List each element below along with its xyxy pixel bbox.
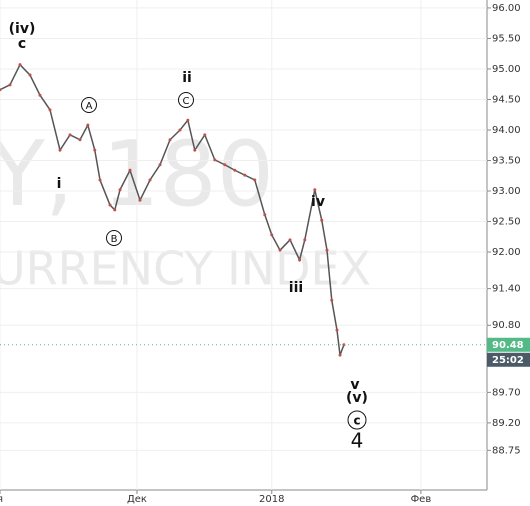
watermark: URRENCY INDEX <box>0 242 371 296</box>
wave-label: c <box>18 36 26 52</box>
price-point <box>8 83 12 87</box>
annotation-circle <box>347 410 367 430</box>
price-point <box>320 218 324 222</box>
price-point <box>278 248 282 252</box>
y-tick-label: 93.00 <box>492 186 521 197</box>
price-point <box>178 128 182 132</box>
price-point <box>128 168 132 172</box>
wave-label: c <box>353 414 360 428</box>
x-tick-label: я <box>0 494 3 505</box>
price-point <box>108 203 112 207</box>
price-point <box>0 88 2 92</box>
price-point <box>148 178 152 182</box>
y-tick-label: 88.75 <box>492 445 521 456</box>
price-point <box>253 178 257 182</box>
countdown: 25:02 <box>492 355 524 366</box>
price-point <box>338 353 342 357</box>
price-point <box>213 158 217 162</box>
price-point <box>186 118 190 122</box>
wave-label: iii <box>289 280 303 296</box>
price-point <box>193 148 197 152</box>
price-point <box>18 63 22 67</box>
price-point <box>203 133 207 137</box>
annotation-circle <box>106 230 122 246</box>
price-point <box>78 138 82 142</box>
y-tick-label: 93.50 <box>492 155 521 166</box>
price-point <box>288 238 292 242</box>
price-point <box>68 133 72 137</box>
y-tick-label: 95.00 <box>492 64 521 75</box>
wave-label: v <box>350 377 359 393</box>
y-tick-label: 94.00 <box>492 125 521 136</box>
wave-label: C <box>183 96 190 107</box>
price-point <box>138 198 142 202</box>
x-tick-label: Дек <box>127 494 147 505</box>
last-price-label: 90.48 <box>492 340 524 351</box>
y-tick-label: 96.00 <box>492 3 521 14</box>
wave-label: 4 <box>351 429 364 453</box>
price-point <box>113 208 117 212</box>
price-point <box>158 163 162 167</box>
price-point <box>342 343 346 347</box>
price-point <box>38 93 42 97</box>
annotation-circle <box>81 97 97 113</box>
wave-label: B <box>111 234 118 245</box>
wave-label: iv <box>311 194 325 210</box>
y-tick-label: 94.50 <box>492 94 521 105</box>
x-tick-label: Фев <box>411 494 432 505</box>
y-tick-label: 90.80 <box>492 320 521 331</box>
price-point <box>243 173 247 177</box>
price-point <box>223 163 227 167</box>
price-line <box>0 63 345 356</box>
y-tick-label: 89.20 <box>492 418 521 429</box>
price-point <box>298 258 302 262</box>
price-point <box>48 108 52 112</box>
wave-label: (v) <box>346 390 368 406</box>
y-tick-label: 89.70 <box>492 387 521 398</box>
last-price-box <box>487 337 530 352</box>
price-point <box>303 238 307 242</box>
price-point <box>325 248 329 252</box>
x-tick-label: 2018 <box>259 494 284 505</box>
wave-label: (iv) <box>9 21 36 37</box>
price-point <box>313 188 317 192</box>
y-tick-label: 95.50 <box>492 33 521 44</box>
price-point <box>168 138 172 142</box>
price-point <box>335 328 339 332</box>
price-point <box>93 148 97 152</box>
annotation-circle <box>178 92 194 108</box>
price-point <box>58 148 62 152</box>
price-point <box>330 298 334 302</box>
wave-label: A <box>86 101 93 112</box>
price-point <box>98 178 102 182</box>
countdown-box <box>487 352 530 367</box>
y-tick-label: 92.00 <box>492 247 521 258</box>
wave-label: ii <box>182 70 192 86</box>
wave-label: i <box>57 176 62 192</box>
price-point <box>270 233 274 237</box>
price-point <box>263 213 267 217</box>
price-point <box>118 188 122 192</box>
y-tick-label: 92.50 <box>492 217 521 228</box>
y-tick-label: 91.40 <box>492 284 521 295</box>
price-point <box>86 123 90 127</box>
price-point <box>28 73 32 77</box>
price-point <box>233 168 237 172</box>
